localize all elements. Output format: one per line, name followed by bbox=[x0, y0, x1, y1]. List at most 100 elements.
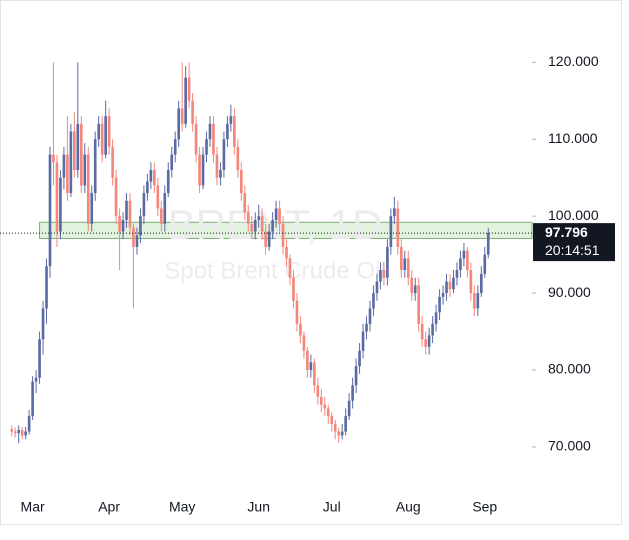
candle-body bbox=[243, 193, 247, 213]
candle-body bbox=[139, 216, 142, 236]
candle-body bbox=[219, 170, 222, 178]
candle-body bbox=[274, 208, 278, 220]
candle-body bbox=[27, 416, 31, 432]
candle-body bbox=[128, 200, 132, 228]
candle-body bbox=[396, 208, 400, 247]
x-tick-label: May bbox=[169, 499, 195, 515]
candle-body bbox=[267, 231, 271, 247]
candle-body bbox=[368, 308, 372, 324]
candle-body bbox=[476, 293, 480, 309]
candle-body bbox=[166, 170, 170, 194]
candle-body bbox=[483, 254, 487, 274]
candle-body bbox=[173, 139, 177, 155]
candle-body bbox=[264, 231, 267, 247]
candle-body bbox=[156, 185, 160, 209]
candle-body bbox=[466, 250, 469, 270]
candle-body bbox=[10, 429, 14, 432]
candle-body bbox=[153, 170, 156, 186]
candle-body bbox=[473, 293, 476, 309]
candle-body bbox=[306, 350, 309, 370]
candle-body bbox=[337, 431, 341, 436]
candle-body bbox=[420, 323, 424, 340]
candle-body bbox=[132, 227, 135, 247]
candle-body bbox=[107, 116, 111, 147]
candle-body bbox=[295, 300, 299, 324]
candle-body bbox=[111, 146, 114, 178]
y-tick-label: 80.000 bbox=[548, 361, 591, 377]
candle-body bbox=[281, 223, 285, 247]
price-tag-bg bbox=[533, 223, 615, 262]
candle-body bbox=[257, 216, 261, 220]
candle-body bbox=[149, 170, 153, 182]
candle-body bbox=[13, 431, 17, 434]
candle-body bbox=[24, 431, 27, 436]
candle-body bbox=[403, 258, 407, 270]
candle-body bbox=[48, 154, 52, 267]
candle-body bbox=[427, 335, 431, 347]
candle-body bbox=[239, 170, 243, 194]
candle-body bbox=[17, 430, 21, 434]
candle-body bbox=[121, 220, 125, 232]
candle-body bbox=[462, 250, 466, 259]
candle-body bbox=[114, 177, 118, 217]
candle-body bbox=[271, 220, 274, 232]
y-tick-label: 120.000 bbox=[548, 53, 599, 69]
candle-body bbox=[100, 123, 104, 155]
candle-body bbox=[406, 258, 410, 278]
candle-body bbox=[323, 404, 327, 409]
candle-body bbox=[441, 293, 445, 297]
candle-body bbox=[163, 193, 167, 224]
candle-body bbox=[260, 216, 264, 232]
candle-body bbox=[194, 123, 198, 155]
y-tick-label: 110.000 bbox=[548, 130, 598, 146]
x-tick-label: Sep bbox=[472, 499, 497, 515]
candle-body bbox=[417, 285, 421, 324]
candle-body bbox=[253, 220, 257, 232]
candle-body bbox=[361, 331, 365, 351]
candle-body bbox=[410, 277, 414, 294]
y-tick-label: 90.000 bbox=[548, 284, 591, 300]
candle-body bbox=[229, 116, 233, 124]
candle-body bbox=[313, 362, 316, 386]
candle-body bbox=[135, 235, 139, 247]
y-tick-label: 100.000 bbox=[548, 207, 599, 223]
candle-body bbox=[445, 281, 448, 294]
candle-body bbox=[31, 381, 34, 417]
candle-body bbox=[73, 131, 76, 170]
candle-body bbox=[86, 154, 90, 224]
candle-body bbox=[208, 123, 212, 140]
candle-body bbox=[20, 430, 24, 436]
candle-body bbox=[347, 400, 351, 417]
candle-body bbox=[159, 208, 163, 224]
candle-body bbox=[34, 377, 38, 382]
candle-body bbox=[399, 246, 403, 270]
price-label: 97.796 bbox=[545, 224, 588, 240]
candle-body bbox=[340, 431, 344, 436]
candle-body bbox=[288, 258, 292, 278]
candle-body bbox=[142, 193, 146, 217]
candle-body bbox=[365, 323, 368, 332]
candle-body bbox=[438, 296, 441, 313]
candle-body bbox=[285, 246, 288, 259]
candle-body bbox=[375, 281, 379, 294]
x-tick-label: Mar bbox=[21, 499, 45, 515]
x-tick-label: Aug bbox=[396, 499, 421, 515]
candle-body bbox=[382, 270, 386, 278]
candle-body bbox=[479, 273, 483, 294]
candle-body bbox=[236, 146, 240, 170]
candle-body bbox=[79, 123, 83, 186]
candle-body bbox=[215, 154, 219, 178]
x-tick-label: Apr bbox=[98, 499, 120, 515]
candle-body bbox=[386, 246, 389, 278]
candle-body bbox=[180, 108, 184, 124]
candle-body bbox=[41, 308, 45, 340]
candle-body bbox=[191, 100, 194, 124]
candle-body bbox=[389, 216, 393, 247]
candle-body bbox=[333, 423, 337, 432]
watermark-title: BRENT, 1D bbox=[168, 201, 383, 248]
x-tick-label: Jun bbox=[247, 499, 270, 515]
candle-body bbox=[452, 277, 455, 290]
candle-body bbox=[448, 281, 452, 290]
